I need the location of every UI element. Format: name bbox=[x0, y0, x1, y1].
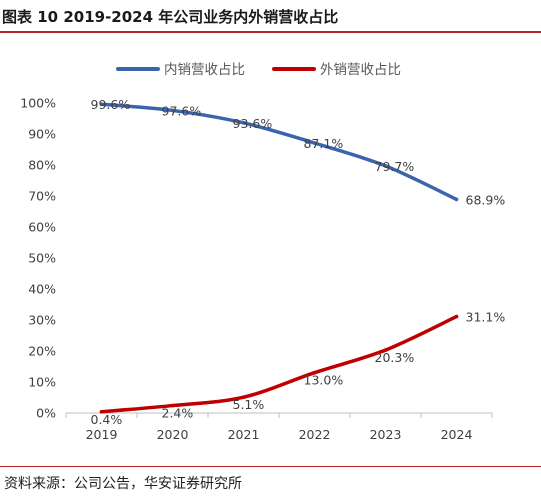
data-point bbox=[383, 164, 388, 168]
data-point bbox=[99, 102, 104, 107]
data-label: 0.4% bbox=[91, 412, 123, 427]
y-tick-label: 50% bbox=[28, 251, 56, 266]
data-label: 5.1% bbox=[233, 397, 265, 412]
y-tick-label: 0% bbox=[36, 406, 56, 421]
footer-divider bbox=[0, 466, 541, 467]
y-tick-label: 20% bbox=[28, 344, 56, 359]
y-tick-label: 80% bbox=[28, 158, 56, 173]
x-tick-label: 2020 bbox=[157, 427, 189, 442]
data-point bbox=[170, 403, 175, 408]
data-point bbox=[241, 395, 246, 399]
x-tick-label: 2019 bbox=[86, 427, 118, 442]
y-tick-label: 40% bbox=[28, 282, 56, 297]
data-label: 2.4% bbox=[162, 406, 194, 421]
data-label: 97.6% bbox=[162, 103, 202, 118]
x-tick-label: 2022 bbox=[299, 427, 331, 442]
data-point bbox=[383, 348, 388, 352]
y-tick-label: 90% bbox=[28, 127, 56, 142]
x-axis: 2019 2020 2021 2022 2023 2024 bbox=[65, 412, 493, 442]
x-tick-label: 2021 bbox=[228, 427, 260, 442]
x-tick-label: 2023 bbox=[370, 427, 402, 442]
y-tick-label: 100% bbox=[20, 96, 56, 111]
y-axis: 0% 10% 20% 30% 40% 50% 60% 70% 80% 90% 100% bbox=[20, 96, 56, 421]
domestic-revenue-line bbox=[99, 102, 459, 202]
data-labels: 99.6% 97.6% 93.6% 87.1% 79.7% 68.9% 0.4% 2.4% 5.… bbox=[91, 97, 506, 427]
x-tick-label: 2024 bbox=[441, 427, 473, 442]
figure-header: 图表 10 2019-2024 年公司业务内外销营收占比 bbox=[0, 0, 541, 34]
legend-label: 外销营收占比 bbox=[320, 62, 401, 78]
source-note: 资料来源：公司公告，华安证券研究所 bbox=[4, 476, 242, 492]
title-divider bbox=[0, 31, 541, 33]
data-label: 79.7% bbox=[375, 159, 415, 174]
data-point bbox=[99, 409, 104, 414]
data-label: 31.1% bbox=[466, 310, 506, 325]
data-label: 93.6% bbox=[233, 116, 273, 131]
y-tick-label: 70% bbox=[28, 189, 56, 204]
data-point bbox=[454, 197, 459, 202]
data-label: 20.3% bbox=[375, 350, 415, 365]
data-point bbox=[170, 108, 175, 113]
data-point bbox=[241, 121, 246, 125]
data-label: 13.0% bbox=[304, 373, 344, 388]
data-point bbox=[312, 370, 317, 375]
figure-title: 图表 10 2019-2024 年公司业务内外销营收占比 bbox=[2, 8, 339, 26]
chart-legend: 内销营收占比 外销营收占比 bbox=[116, 62, 401, 78]
data-point bbox=[454, 314, 459, 319]
export-revenue-line bbox=[99, 314, 459, 414]
data-label: 87.1% bbox=[304, 136, 344, 151]
data-label: 68.9% bbox=[466, 192, 506, 207]
series-layer bbox=[99, 102, 459, 414]
y-tick-label: 10% bbox=[28, 375, 56, 390]
y-tick-label: 30% bbox=[28, 313, 56, 328]
y-tick-label: 60% bbox=[28, 220, 56, 235]
data-label: 99.6% bbox=[91, 97, 131, 112]
line-chart: 内销营收占比 外销营收占比 0% 10% 20% 30% 40% 50% 60% 70% 80% 9… bbox=[20, 62, 506, 442]
data-point bbox=[312, 141, 317, 145]
legend-label: 内销营收占比 bbox=[164, 62, 245, 78]
